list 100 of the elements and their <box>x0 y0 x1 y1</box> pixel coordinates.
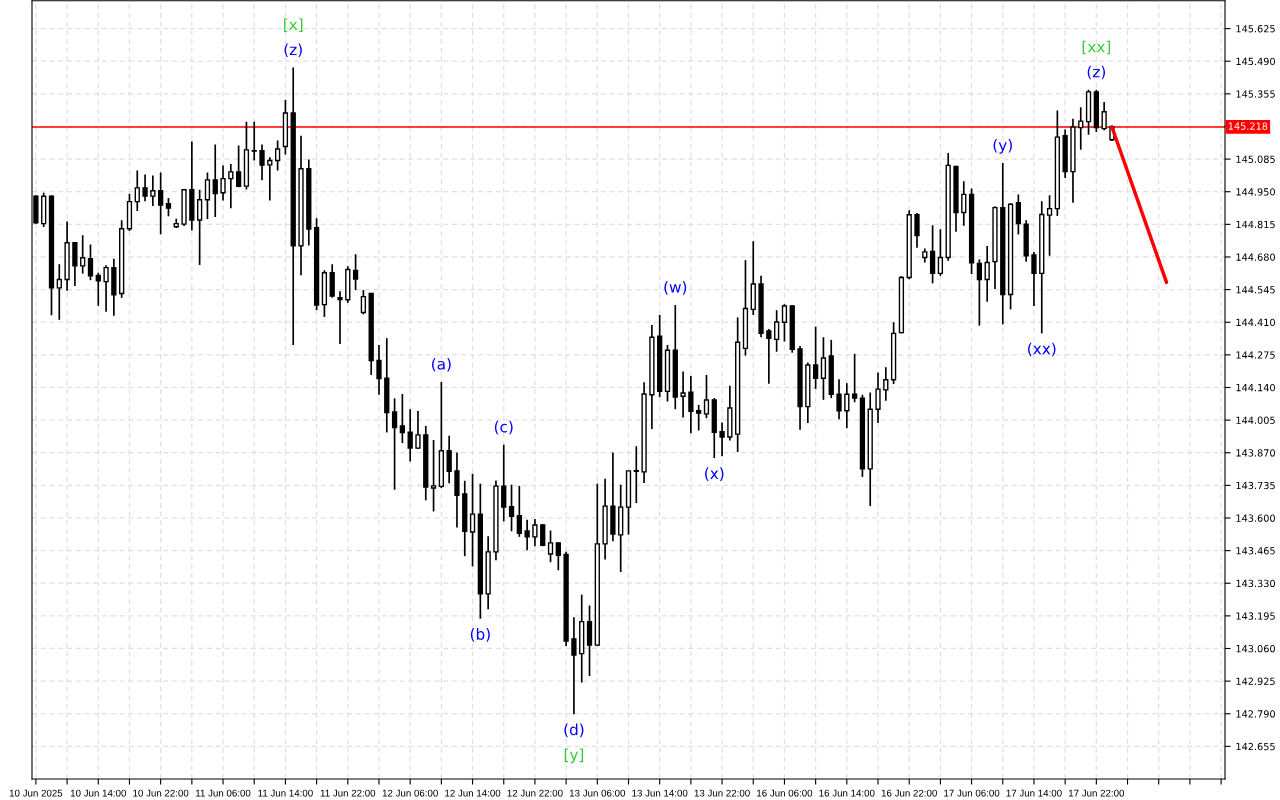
x-tick-label: 12 Jun 14:00 <box>445 789 501 797</box>
y-tick-label: 143.330 <box>1236 579 1275 588</box>
candlestick <box>72 241 78 287</box>
candlestick <box>929 224 936 285</box>
candlestick <box>228 163 234 209</box>
candlestick <box>446 434 452 485</box>
annotation: [xx] <box>1082 40 1111 55</box>
candlestick <box>516 485 522 538</box>
candlestick <box>274 139 281 172</box>
candlestick <box>571 616 577 716</box>
x-tick-label: 11 Jun 14:00 <box>258 789 313 797</box>
candlestick <box>633 445 639 504</box>
annotation: (z) <box>284 43 302 58</box>
annotation: (c) <box>494 420 513 435</box>
x-tick-label: 10 Jun 2025 <box>9 789 63 797</box>
candlestick <box>235 144 242 189</box>
annotation: (y) <box>993 138 1012 154</box>
x-tick-label: 17 Jun 06:00 <box>944 789 1000 797</box>
y-tick-label: 142.655 <box>1236 742 1275 751</box>
annotation: (z) <box>1087 65 1105 80</box>
candlestick <box>937 228 944 277</box>
annotation: (w) <box>664 281 687 295</box>
candlestick <box>1046 194 1053 257</box>
y-tick-label: 143.195 <box>1236 612 1275 620</box>
x-tick-label: 10 Jun 22:00 <box>133 789 189 797</box>
annotation: (xx) <box>1028 342 1056 357</box>
candlestick <box>820 336 827 401</box>
y-tick-label: 144.275 <box>1236 351 1275 359</box>
candlestick <box>399 393 406 444</box>
candlestick <box>196 188 203 266</box>
candlestick <box>1101 101 1107 132</box>
candlestick <box>1015 193 1022 236</box>
candlestick <box>914 212 920 249</box>
x-tick-label: 13 Jun 22:00 <box>694 789 750 797</box>
y-tick-label: 145.625 <box>1236 25 1275 33</box>
x-tick-label: 13 Jun 14:00 <box>632 789 688 797</box>
y-tick-label: 143.465 <box>1236 547 1275 555</box>
y-tick-label: 143.060 <box>1236 644 1275 653</box>
y-tick-label: 144.005 <box>1236 416 1275 424</box>
candlestick <box>80 234 86 275</box>
y-tick-label: 142.790 <box>1236 710 1275 718</box>
y-tick-label: 144.815 <box>1236 220 1275 229</box>
candlestick <box>680 370 686 419</box>
candlestick <box>501 443 507 523</box>
candlestick <box>134 169 140 212</box>
candlestick <box>469 472 476 568</box>
x-tick-label: 11 Jun 22:00 <box>320 789 376 797</box>
x-tick-label: 13 Jun 06:00 <box>569 789 626 797</box>
x-tick-label: 16 Jun 22:00 <box>881 789 937 797</box>
x-tick-label: 10 Jun 14:00 <box>70 789 127 797</box>
candlestick <box>150 174 156 207</box>
candlestick <box>329 263 335 299</box>
x-tick-label: 16 Jun 06:00 <box>757 789 813 797</box>
y-tick-label: 143.735 <box>1236 481 1275 490</box>
candlestick <box>1078 106 1084 151</box>
candlestick <box>547 529 554 564</box>
candlestick <box>204 171 211 220</box>
candlestick <box>532 518 538 548</box>
annotation: [x] <box>284 18 303 33</box>
y-tick-label: 143.600 <box>1236 514 1275 522</box>
y-tick-label: 143.870 <box>1236 449 1275 457</box>
candlestick <box>703 374 710 420</box>
candlestick <box>688 375 694 434</box>
candlestick <box>508 483 515 533</box>
candlestick <box>376 344 382 396</box>
candlestick <box>352 253 359 291</box>
candlestick <box>220 164 226 202</box>
y-tick-label: 144.950 <box>1236 188 1275 196</box>
candlestick <box>212 143 218 218</box>
candlestick <box>696 404 702 432</box>
candlestick <box>360 289 367 316</box>
candlestick <box>555 542 561 572</box>
candlestick <box>976 258 983 327</box>
y-tick-label: 142.925 <box>1236 677 1275 685</box>
x-tick-label: 16 Jun 14:00 <box>819 789 875 797</box>
annotation: (b) <box>470 628 490 642</box>
candlestick <box>875 371 881 424</box>
y-tick-label: 145.355 <box>1236 90 1275 98</box>
candlestick <box>586 604 593 677</box>
y-tick-label: 145.490 <box>1236 57 1275 66</box>
candlestick <box>430 439 437 513</box>
candlestick <box>165 197 172 217</box>
candlestick <box>1031 251 1037 307</box>
candlestick <box>103 264 109 313</box>
candlestick <box>251 120 257 162</box>
candlestick <box>415 410 421 450</box>
candlestick <box>142 173 148 202</box>
candlestick <box>836 378 842 420</box>
x-tick-label: 11 Jun 06:00 <box>196 789 251 797</box>
candlestick <box>774 309 780 353</box>
candlestick <box>391 397 398 491</box>
candlestick <box>844 382 850 429</box>
candlestick <box>267 156 273 202</box>
candlestick <box>766 328 772 385</box>
x-tick-label: 17 Jun 14:00 <box>1006 789 1062 797</box>
candlestick <box>95 271 101 307</box>
annotation: (d) <box>564 723 584 738</box>
candlestick <box>56 263 62 321</box>
candlestick <box>719 421 725 458</box>
candlestick <box>407 408 413 463</box>
